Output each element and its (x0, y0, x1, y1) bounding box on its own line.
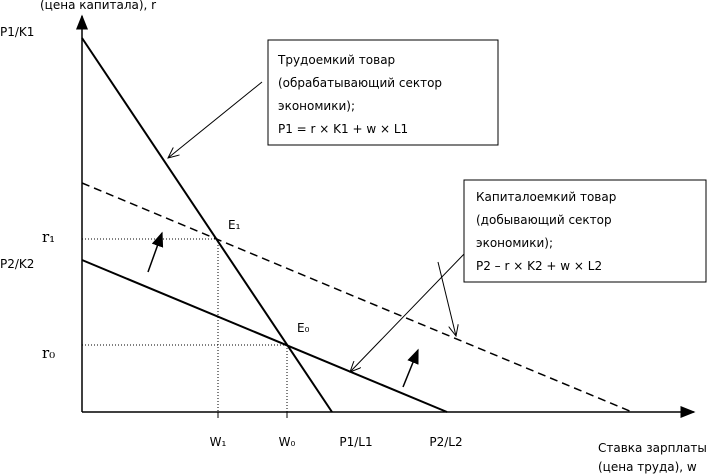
x-label: P1/L1 (339, 435, 372, 449)
box-text: Трудоемкий товар (обрабатывающий сектор … (277, 53, 616, 273)
box-line: P2 – r × K2 + w × L2 (476, 259, 602, 273)
box-line: экономики); (278, 99, 355, 113)
shifted-line (81, 182, 633, 413)
x-label: P2/L2 (429, 435, 462, 449)
guides (82, 238, 288, 412)
box (267, 39, 499, 146)
x-title: (цена труда), w (598, 460, 697, 474)
capital-intensive-line (81, 259, 448, 413)
callout-arrow (168, 81, 263, 158)
shift-arrow (147, 231, 164, 273)
box-line: экономики); (476, 236, 553, 250)
box (463, 179, 707, 283)
y-title: (цена капитала), r (40, 0, 156, 12)
y-label: r₁ (42, 228, 55, 246)
callout-arrow (437, 261, 456, 336)
box-line: (добывающий сектор (476, 213, 612, 227)
x-label: W₀ (279, 435, 296, 449)
point-label: E₁ (228, 218, 241, 232)
x-label: W₁ (210, 435, 227, 449)
callout-arrow (350, 251, 467, 372)
box-line: Капиталоемкий товар (476, 190, 616, 204)
box-line: P1 = r × K1 + w × L1 (278, 122, 408, 136)
point-label: E₀ (297, 321, 310, 335)
y-label: r₀ (42, 344, 55, 362)
x-title: Ставка зарплаты (598, 441, 707, 455)
box-line: Трудоемкий товар (277, 53, 395, 67)
ticks (217, 412, 288, 418)
y-label: P1/K1 (0, 25, 34, 39)
box-line: (обрабатывающий сектор (278, 76, 442, 90)
y-label: P2/K2 (0, 257, 34, 271)
labor-intensive-line (81, 37, 333, 413)
shift-arrow (402, 348, 419, 388)
